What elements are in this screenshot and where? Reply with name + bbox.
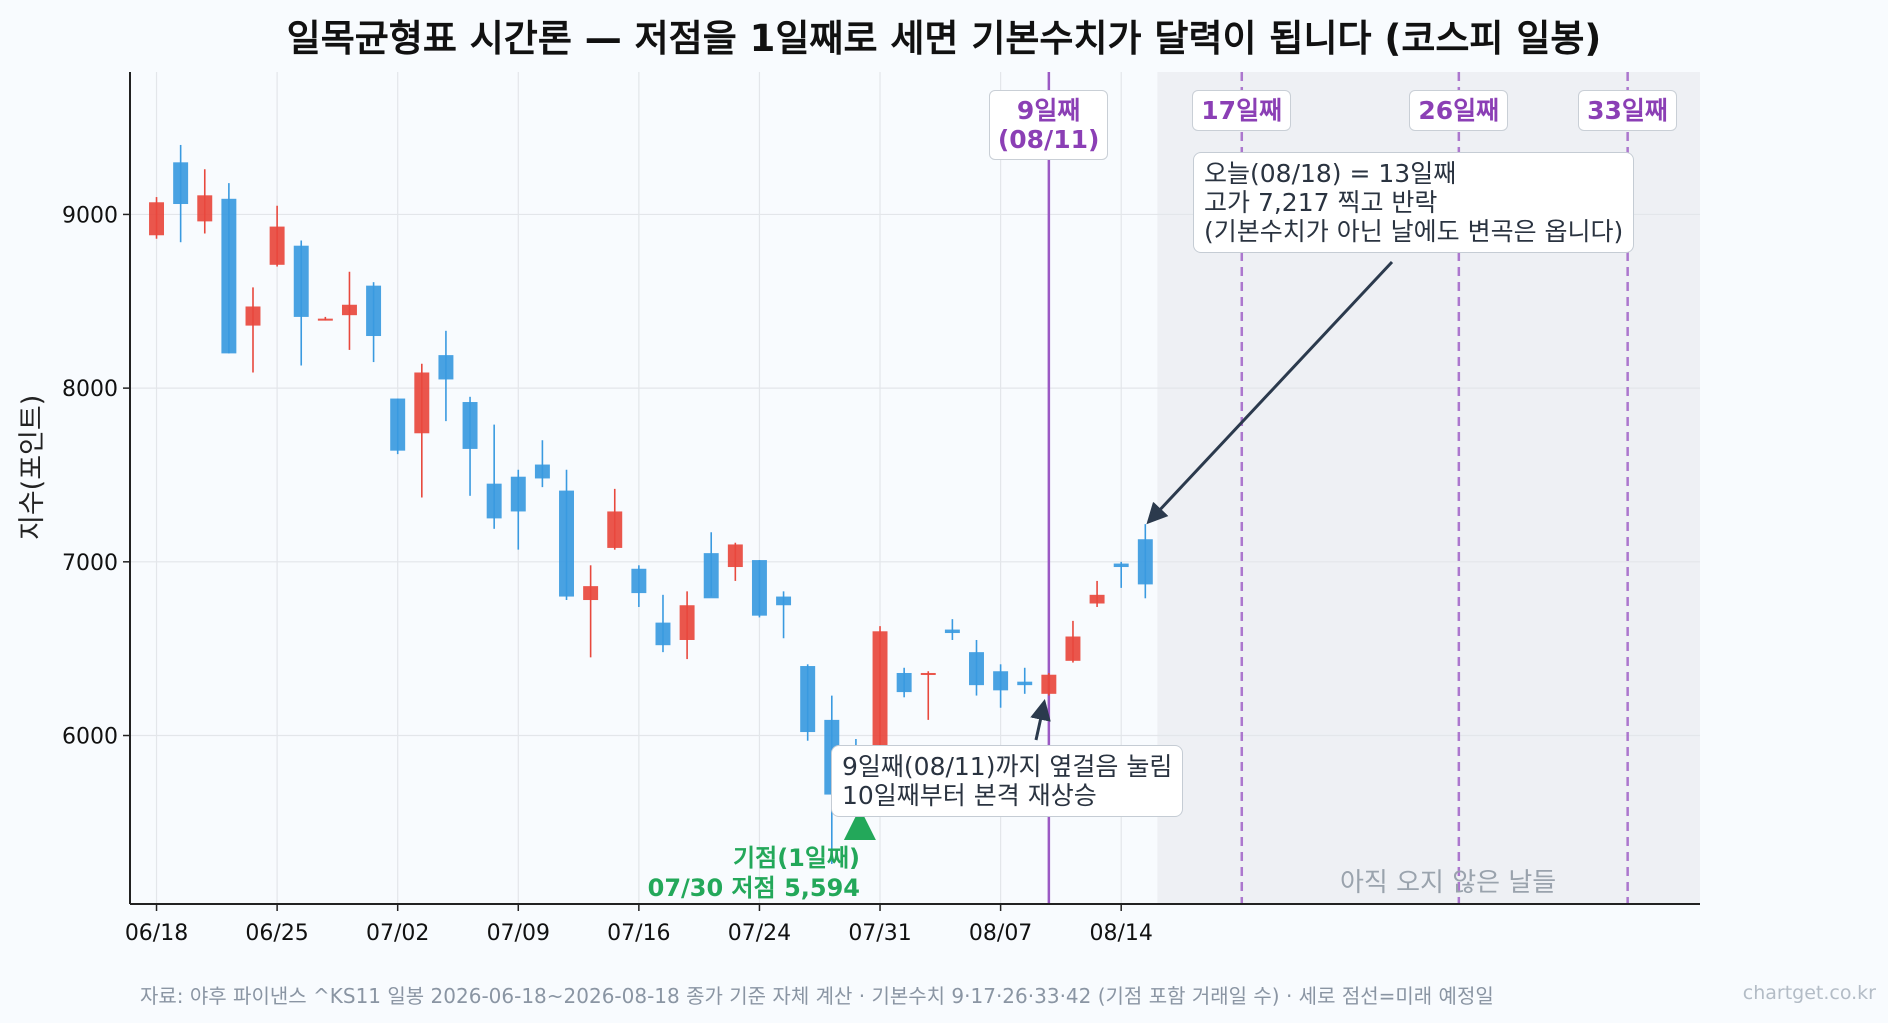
x-tick-label: 07/09	[487, 921, 550, 946]
day-marker-label: 26일째	[1409, 90, 1509, 131]
candle-body	[776, 596, 792, 606]
candle-body	[1089, 594, 1105, 604]
origin-marker	[843, 808, 876, 840]
candle-body	[245, 306, 261, 326]
candle-body	[1017, 681, 1033, 686]
sideways-annotation: 9일째(08/11)까지 옆걸음 눌림 10일째부터 본격 재상승	[831, 745, 1184, 817]
sideways-annotation-line: 9일째(08/11)까지 옆걸음 눌림	[842, 752, 1173, 781]
day-marker-label-line: 26일째	[1418, 96, 1500, 125]
candle-body	[1113, 563, 1129, 568]
day-marker-label-line: 33일째	[1587, 96, 1668, 125]
candle-body	[1137, 539, 1153, 585]
y-tick-label: 8000	[62, 377, 118, 402]
x-tick-label: 08/07	[969, 921, 1032, 946]
candle-body	[390, 398, 406, 451]
candle-body	[631, 568, 647, 594]
day-marker-label: 33일째	[1578, 90, 1677, 131]
candle-body	[751, 560, 767, 616]
x-tick-label: 06/18	[125, 921, 188, 946]
candle-body	[197, 195, 213, 222]
candle-body	[559, 490, 574, 597]
x-tick-label: 07/02	[366, 921, 429, 946]
candle-body	[607, 511, 623, 548]
x-tick-label: 06/25	[245, 921, 308, 946]
candle-body	[438, 355, 454, 380]
candle-body	[293, 245, 309, 317]
footer-source: 자료: 야후 파이낸스 ^KS11 일봉 2026-06-18~2026-08-…	[140, 984, 1494, 1008]
candle-body	[414, 372, 430, 434]
candle-body	[703, 553, 719, 599]
candle-body	[534, 464, 550, 479]
today-annotation: 오늘(08/18) = 13일째 고가 7,217 찍고 반락 (기본수치가 아…	[1193, 152, 1635, 253]
y-tick-label: 7000	[62, 551, 118, 576]
day-marker-label: 17일째	[1192, 90, 1292, 131]
day-marker-label-line: 9일째	[1016, 96, 1081, 125]
candle-body	[920, 672, 936, 675]
candle-body	[341, 304, 357, 316]
day-marker-label-line: 17일째	[1201, 96, 1283, 125]
candle-body	[969, 652, 984, 686]
candle-body	[993, 671, 1009, 691]
x-tick-label: 07/24	[728, 921, 791, 946]
candle-body	[583, 586, 599, 601]
candle-body	[221, 198, 237, 354]
candle-body	[149, 202, 165, 236]
candle-body	[462, 402, 478, 449]
candle-body	[269, 226, 285, 265]
candle-body	[727, 544, 743, 568]
candle-body	[800, 666, 816, 733]
future-region-note: 아직 오지 않은 날들	[1340, 868, 1557, 898]
y-axis-label: 지수(포인트)	[17, 394, 48, 540]
day-marker-label: 9일째 (08/11)	[988, 90, 1109, 160]
today-annotation-line: (기본수치가 아닌 날에도 변곡은 옵니다)	[1204, 217, 1624, 246]
candle-body	[872, 631, 888, 753]
candle-body	[655, 622, 671, 646]
day-marker-label-line: (08/11)	[997, 125, 1100, 154]
candle-body	[1065, 636, 1081, 661]
origin-label-line: 07/30 저점 5,594	[647, 874, 860, 902]
candle-body	[173, 162, 189, 205]
x-tick-label: 07/16	[607, 921, 670, 946]
today-annotation-line: 고가 7,217 찍고 반락	[1204, 188, 1438, 217]
candle-body	[510, 476, 526, 512]
candle-body	[679, 605, 695, 640]
origin-label: 기점(1일째) 07/30 저점 5,594	[530, 843, 860, 903]
candle-body	[944, 629, 960, 634]
chart-title: 일목균형표 시간론 — 저점을 1일째로 세면 기본수치가 달력이 됩니다 (코…	[286, 17, 1602, 60]
x-tick-label: 08/14	[1089, 921, 1152, 946]
y-tick-label: 9000	[62, 203, 118, 228]
candle-body	[366, 285, 382, 337]
candle-body	[896, 672, 912, 693]
candle-body	[317, 318, 333, 321]
x-tick-label: 07/31	[848, 921, 911, 946]
candle-body	[1041, 674, 1057, 694]
today-arrow	[1146, 260, 1394, 525]
footer-brand: chartget.co.kr	[1742, 982, 1876, 1004]
sideways-annotation-line: 10일째부터 본격 재상승	[842, 781, 1097, 810]
y-tick-label: 6000	[62, 725, 118, 750]
today-annotation-line: 오늘(08/18) = 13일째	[1204, 159, 1457, 188]
candle-body	[486, 483, 502, 519]
sideways-arrow	[1030, 699, 1051, 741]
origin-label-line: 기점(1일째)	[733, 844, 860, 872]
